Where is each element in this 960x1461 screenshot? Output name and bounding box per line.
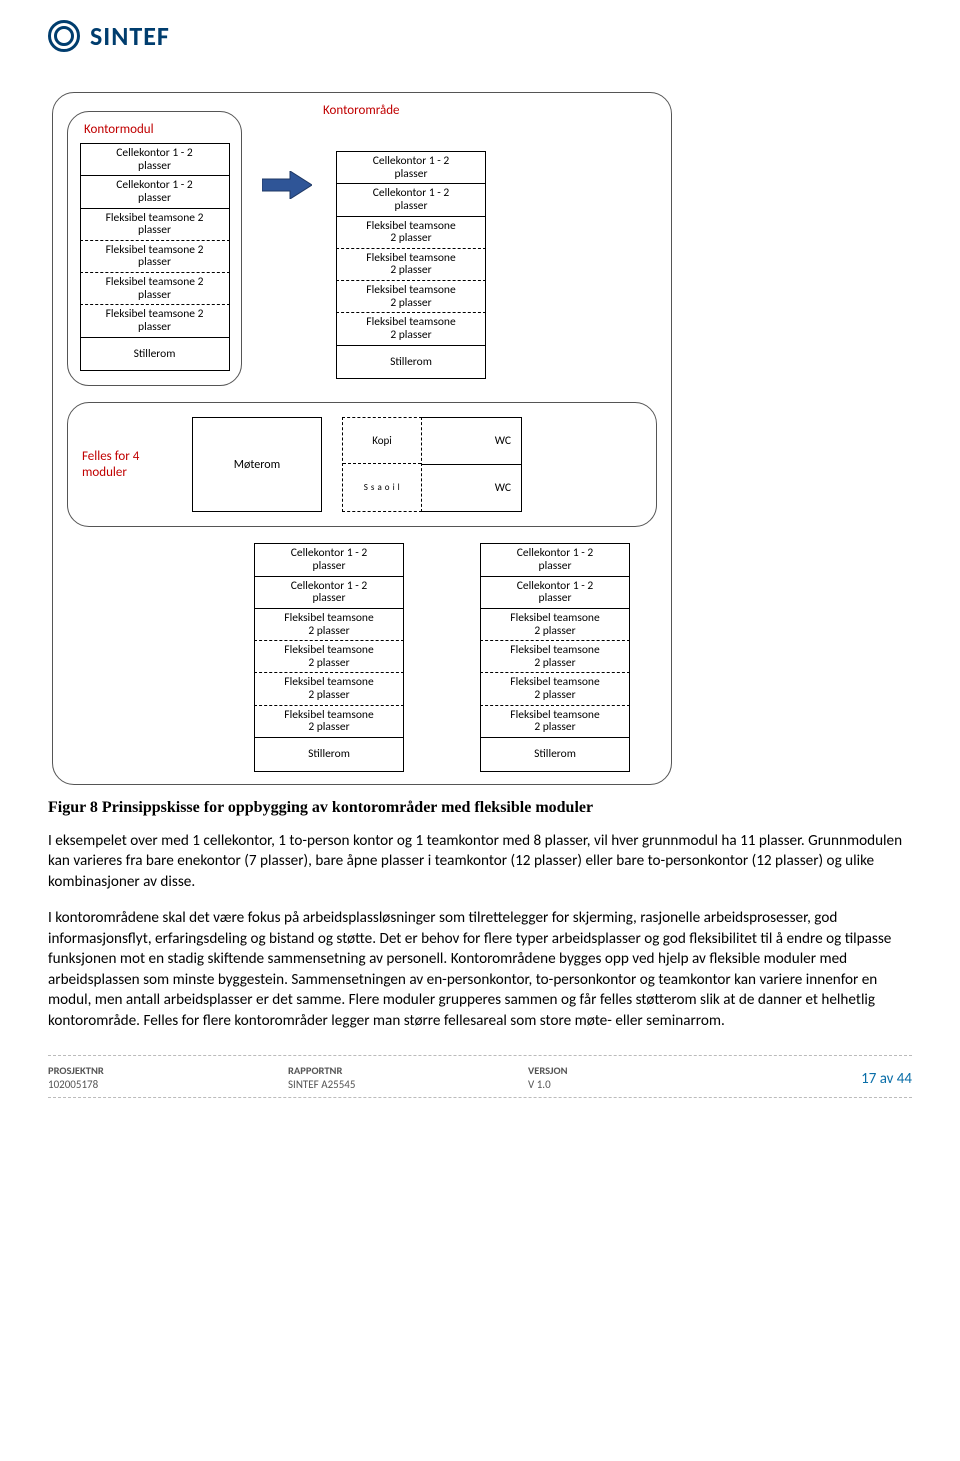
paragraph-1: I eksempelet over med 1 cellekontor, 1 t… xyxy=(48,831,912,893)
logo-text: SINTEF xyxy=(90,20,170,52)
footer-lab-2: RAPPORTNR xyxy=(288,1064,528,1077)
module-cell: Fleksibel teamsone2 plasser xyxy=(254,706,404,738)
support-right: WC WC xyxy=(422,417,522,512)
shared-panel: Felles for 4 moduler Møterom Kopi S s a … xyxy=(67,402,657,527)
module-cell: Fleksibel teamsone 2plasser xyxy=(80,305,230,337)
module-cell: Cellekontor 1 - 2plasser xyxy=(254,577,404,609)
footer-lab-3: VERSJON xyxy=(528,1064,768,1077)
wc-1: WC xyxy=(422,418,521,465)
meeting-room: Møterom xyxy=(192,417,322,512)
module-cell: Fleksibel teamsone2 plasser xyxy=(336,281,486,313)
module-cell: Fleksibel teamsone2 plasser xyxy=(336,217,486,249)
module-cell: Cellekontor 1 - 2plasser xyxy=(480,543,630,576)
module-cell: Fleksibel teamsone2 plasser xyxy=(480,609,630,641)
footer-col-prosjekt: PROSJEKTNR 102005178 xyxy=(48,1064,288,1091)
module-cell: Stillerom xyxy=(254,738,404,772)
module-cell: Cellekontor 1 - 2plasser xyxy=(80,176,230,208)
support-block: Kopi S s a o i l WC WC xyxy=(342,417,522,512)
module-stack-large-3: Cellekontor 1 - 2plasserCellekontor 1 - … xyxy=(480,543,630,771)
footer-lab-1: PROSJEKTNR xyxy=(48,1064,288,1077)
module-large-1-wrap: Cellekontor 1 - 2plasserCellekontor 1 - … xyxy=(336,151,486,379)
module-cell: Fleksibel teamsone2 plasser xyxy=(254,609,404,641)
module-stack-large-1: Cellekontor 1 - 2plasserCellekontor 1 - … xyxy=(336,151,486,379)
module-cell: Fleksibel teamsone2 plasser xyxy=(480,673,630,705)
kontormodul-panel: Kontormodul Cellekontor 1 - 2plasserCell… xyxy=(67,111,242,386)
module-cell: Fleksibel teamsone2 plasser xyxy=(480,641,630,673)
module-cell: Cellekontor 1 - 2plasser xyxy=(80,143,230,176)
module-cell: Stillerom xyxy=(336,346,486,380)
label-kontormodul: Kontormodul xyxy=(84,122,231,137)
page-footer: PROSJEKTNR 102005178 RAPPORTNR SINTEF A2… xyxy=(48,1055,912,1098)
logo-icon xyxy=(48,20,80,52)
diagram-top-row: Kontormodul Cellekontor 1 - 2plasserCell… xyxy=(67,111,657,386)
kopi-cell: Kopi xyxy=(343,418,421,464)
wc-2: WC xyxy=(422,465,521,511)
module-cell: Cellekontor 1 - 2plasser xyxy=(336,151,486,184)
diagram-bottom-row: Cellekontor 1 - 2plasserCellekontor 1 - … xyxy=(227,543,657,771)
brand-logo: SINTEF xyxy=(48,20,912,52)
footer-val-1: 102005178 xyxy=(48,1078,288,1091)
arrow-icon xyxy=(262,171,312,199)
paragraph-2: I kontorområdene skal det være fokus på … xyxy=(48,908,912,1031)
sosial-cell: S s a o i l xyxy=(343,464,421,511)
module-cell: Fleksibel teamsone2 plasser xyxy=(336,249,486,281)
module-cell: Fleksibel teamsone 2plasser xyxy=(80,241,230,273)
module-stack-small: Cellekontor 1 - 2plasserCellekontor 1 - … xyxy=(80,143,230,371)
module-cell: Fleksibel teamsone2 plasser xyxy=(254,673,404,705)
footer-val-2: SINTEF A25545 xyxy=(288,1078,528,1091)
footer-col-versjon: VERSJON V 1.0 xyxy=(528,1064,768,1091)
module-cell: Fleksibel teamsone2 plasser xyxy=(254,641,404,673)
footer-col-rapport: RAPPORTNR SINTEF A25545 xyxy=(288,1064,528,1091)
module-cell: Cellekontor 1 - 2plasser xyxy=(336,184,486,216)
support-left: Kopi S s a o i l xyxy=(342,417,422,512)
module-cell: Stillerom xyxy=(480,738,630,772)
footer-val-3: V 1.0 xyxy=(528,1078,768,1091)
label-felles: Felles for 4 moduler xyxy=(82,449,172,480)
module-cell: Cellekontor 1 - 2plasser xyxy=(480,577,630,609)
module-cell: Cellekontor 1 - 2plasser xyxy=(254,543,404,576)
module-cell: Stillerom xyxy=(80,338,230,372)
diagram: Kontorområde Kontormodul Cellekontor 1 -… xyxy=(52,92,672,785)
page: SINTEF Kontorområde Kontormodul Cellekon… xyxy=(0,0,960,1118)
label-kontoromrade: Kontorområde xyxy=(323,103,400,118)
module-cell: Fleksibel teamsone 2plasser xyxy=(80,273,230,305)
module-cell: Fleksibel teamsone2 plasser xyxy=(336,313,486,345)
footer-page-number: 17 av 44 xyxy=(768,1064,912,1091)
module-cell: Fleksibel teamsone 2plasser xyxy=(80,209,230,241)
figure-caption: Figur 8 Prinsippskisse for oppbygging av… xyxy=(48,799,912,817)
diagram-outer-panel: Kontorområde Kontormodul Cellekontor 1 -… xyxy=(52,92,672,785)
module-stack-large-2: Cellekontor 1 - 2plasserCellekontor 1 - … xyxy=(254,543,404,771)
module-cell: Fleksibel teamsone2 plasser xyxy=(480,706,630,738)
